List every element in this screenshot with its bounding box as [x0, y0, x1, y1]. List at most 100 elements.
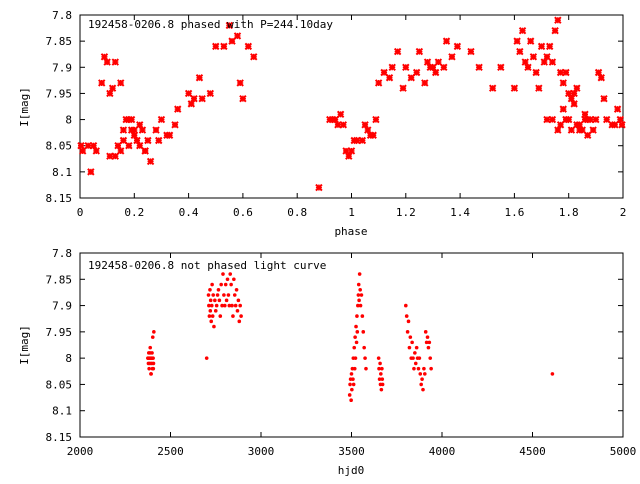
data-point [356, 282, 361, 287]
data-point [589, 126, 597, 134]
data-point [239, 94, 247, 103]
data-point [111, 58, 120, 66]
data-point [364, 366, 368, 371]
phased-x-axis-label: phase [334, 225, 367, 238]
x-tick-label: 0.8 [287, 206, 307, 219]
data-point [559, 105, 567, 113]
data-point [537, 42, 546, 51]
data-point [448, 53, 456, 61]
data-point [516, 47, 524, 56]
data-point [388, 63, 396, 71]
data-point [467, 47, 475, 56]
data-point [412, 366, 416, 371]
data-point [232, 293, 237, 297]
data-point [174, 105, 182, 113]
data-point [540, 58, 548, 66]
data-point [429, 366, 433, 371]
data-point [377, 377, 382, 381]
data-point [98, 79, 106, 87]
data-point [404, 314, 409, 318]
y-tick-label: 8.05 [46, 140, 73, 153]
y-tick-label: 7.8 [52, 9, 72, 22]
data-point [358, 303, 363, 308]
data-point [198, 94, 206, 103]
data-point [570, 100, 578, 108]
data-point [87, 168, 95, 176]
data-point [150, 335, 155, 339]
data-point [231, 314, 235, 318]
data-point [353, 356, 358, 360]
data-point [356, 293, 361, 297]
data-point [513, 37, 521, 45]
phased-chart-title: 192458-0206.8 phased with P=244.10day [88, 18, 333, 31]
phased-y-axis-label: I[mag] [18, 87, 31, 127]
data-point [421, 387, 425, 392]
data-point [144, 136, 152, 145]
data-point [361, 121, 369, 129]
data-point [543, 115, 551, 124]
data-point [206, 89, 215, 98]
data-point [426, 345, 431, 350]
data-point [209, 303, 214, 308]
unphased-y-ticks: 7.8 7.85 7.9 7.95 8 8.05 8.1 8.15 [46, 247, 623, 444]
data-point [165, 131, 174, 139]
data-point [213, 298, 217, 303]
data-point [237, 319, 242, 324]
data-point [350, 387, 354, 392]
data-point [405, 330, 410, 334]
data-point [125, 142, 133, 150]
y-tick-label: 8 [65, 352, 72, 365]
data-point [592, 115, 600, 124]
data-point [352, 345, 357, 350]
phased-light-curve-panel: 0 0.2 0.4 0.6 0.8 1 1.2 1.4 1.6 1.8 2 7.87.857.97.… [18, 9, 626, 238]
y-tick-label: 8 [65, 114, 72, 127]
data-point [221, 272, 225, 276]
data-point [380, 377, 385, 381]
data-point [402, 63, 410, 71]
data-point [361, 330, 366, 334]
data-point [119, 126, 128, 134]
y-tick-label: 7.9 [52, 61, 72, 74]
data-point [195, 74, 204, 82]
data-point [233, 303, 238, 308]
data-point [453, 42, 462, 51]
data-point [215, 293, 220, 297]
data-point [190, 94, 198, 103]
x-tick-label: 0.4 [179, 206, 199, 219]
data-point [422, 366, 426, 371]
data-point [550, 372, 555, 376]
data-point [567, 126, 576, 134]
data-point [573, 121, 581, 129]
data-point [117, 147, 125, 155]
data-point [556, 68, 565, 77]
data-point [223, 282, 228, 287]
x-tick-label: 1.8 [559, 206, 579, 219]
data-point [151, 361, 156, 366]
data-point [244, 42, 253, 51]
data-point [357, 272, 362, 276]
data-point [210, 314, 215, 318]
data-point [423, 372, 427, 376]
data-point [227, 303, 232, 308]
data-point [618, 121, 626, 129]
data-point [208, 309, 213, 313]
data-point [214, 303, 219, 308]
data-point [410, 340, 414, 345]
data-point [127, 115, 136, 124]
data-point [349, 372, 354, 376]
data-point [416, 366, 421, 371]
data-point [600, 94, 608, 103]
data-point [440, 63, 448, 71]
data-point [224, 298, 229, 303]
data-point [407, 345, 412, 350]
x-tick-label: 1.2 [396, 206, 416, 219]
data-point [106, 89, 114, 98]
data-point [372, 115, 380, 124]
data-point [250, 53, 258, 61]
data-point [352, 366, 357, 371]
data-point [431, 68, 440, 77]
unphased-x-axis-label: hjd0 [338, 464, 365, 477]
data-point [228, 37, 236, 45]
